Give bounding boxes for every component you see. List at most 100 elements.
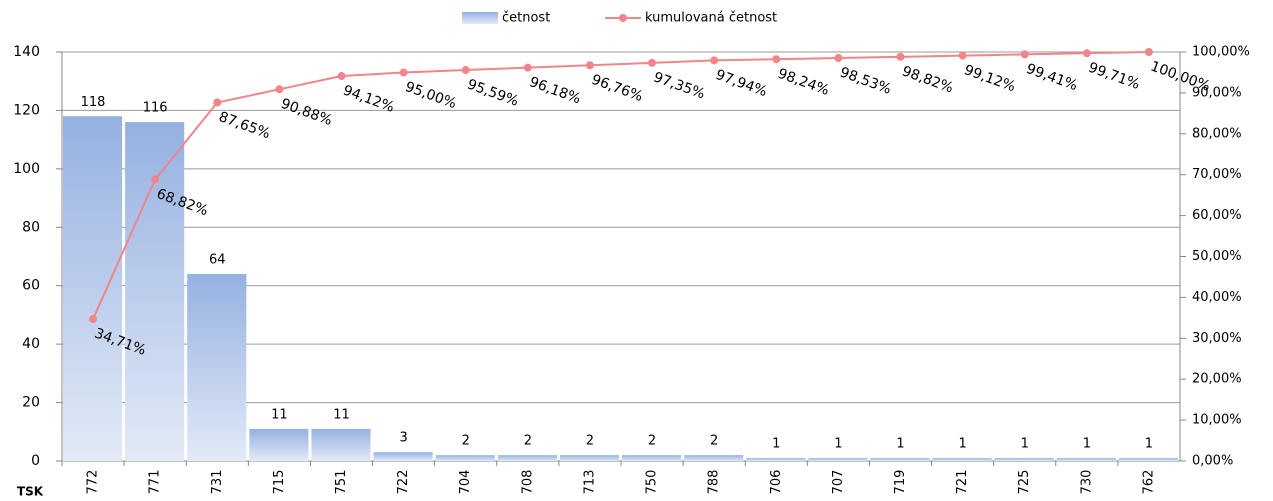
- line-label: 99,41%: [1024, 61, 1080, 94]
- y2-tick-label: 50,00%: [1192, 249, 1242, 264]
- bar: [497, 455, 557, 461]
- bar-label: 11: [333, 407, 350, 422]
- line-point: [523, 63, 532, 72]
- line-label: 99,71%: [1086, 60, 1142, 93]
- bar-label: 2: [524, 434, 532, 449]
- y2-tick-label: 30,00%: [1192, 331, 1242, 346]
- line-point: [958, 51, 967, 60]
- y-tick-label: 120: [13, 102, 40, 118]
- line-point: [1144, 48, 1153, 56]
- x-tick-label: 731: [210, 470, 225, 495]
- bar: [125, 122, 185, 461]
- x-tick-label: 719: [893, 470, 908, 495]
- bar-label: 3: [399, 431, 407, 446]
- bar: [435, 455, 495, 461]
- bar: [249, 428, 309, 461]
- bar: [373, 452, 433, 461]
- bar-label: 1: [772, 437, 780, 452]
- bar: [622, 455, 682, 461]
- y-tick-label: 80: [22, 219, 40, 235]
- line-point: [213, 98, 222, 107]
- x-tick-label: 730: [1079, 470, 1094, 495]
- y2-tick-label: 60,00%: [1192, 208, 1242, 223]
- x-tick-label: 762: [1141, 470, 1156, 495]
- y-tick-label: 0: [31, 453, 40, 469]
- line-point: [461, 66, 470, 75]
- bar-label: 1: [1021, 437, 1029, 452]
- x-tick-label: 722: [396, 470, 411, 495]
- line-point: [275, 85, 284, 94]
- bar-label: 2: [462, 434, 470, 449]
- line-label: 99,12%: [962, 62, 1018, 95]
- x-axis-label: TSK: [17, 485, 44, 499]
- bar: [746, 458, 806, 461]
- bar-label: 1: [896, 437, 904, 452]
- bar: [808, 458, 868, 461]
- x-tick-label: 750: [645, 470, 660, 495]
- line-label: 96,18%: [527, 74, 583, 107]
- x-tick-label: 725: [1017, 470, 1032, 495]
- y-tick-label: 40: [22, 336, 40, 352]
- line-label: 98,24%: [776, 66, 832, 99]
- line-point: [1020, 50, 1029, 59]
- y-tick-label: 20: [22, 395, 40, 411]
- y2-tick-label: 20,00%: [1192, 372, 1242, 387]
- bar-label: 116: [143, 101, 168, 116]
- y2-tick-label: 100,00%: [1192, 45, 1250, 60]
- bar: [1056, 458, 1116, 461]
- y2-tick-label: 80,00%: [1192, 126, 1242, 141]
- bar: [187, 274, 247, 461]
- line-label: 98,53%: [838, 64, 894, 97]
- bar: [1118, 458, 1178, 461]
- x-tick-label: 708: [520, 470, 535, 495]
- line-label: 90,88%: [279, 96, 335, 129]
- line-point: [585, 61, 594, 70]
- line-point: [151, 175, 160, 184]
- line-label: 95,59%: [465, 77, 521, 110]
- x-tick-label: 772: [86, 470, 101, 495]
- legend-swatch: [462, 12, 498, 24]
- y2-tick-label: 10,00%: [1192, 413, 1242, 428]
- x-tick-label: 713: [582, 470, 597, 495]
- x-tick-label: 721: [955, 470, 970, 495]
- x-tick-label: 707: [831, 470, 846, 495]
- bar-label: 1: [834, 437, 842, 452]
- bar-label: 2: [648, 434, 656, 449]
- x-tick-label: 704: [458, 470, 473, 495]
- line-point: [1082, 49, 1091, 58]
- bar: [932, 458, 992, 461]
- bar-label: 1: [1083, 437, 1091, 452]
- line-label: 87,65%: [217, 109, 273, 142]
- legend-marker: [619, 14, 627, 22]
- y-tick-label: 140: [13, 44, 40, 60]
- line-point: [89, 315, 98, 324]
- x-tick-label: 715: [272, 470, 287, 495]
- y2-tick-label: 0,00%: [1192, 454, 1233, 469]
- bar-label: 11: [271, 407, 288, 422]
- line-label: 96,76%: [589, 72, 645, 105]
- bar-label: 2: [710, 434, 718, 449]
- bar: [311, 428, 371, 461]
- y-tick-label: 100: [13, 161, 40, 177]
- x-tick-label: 751: [334, 470, 349, 495]
- x-tick-label: 706: [769, 470, 784, 495]
- bar-label: 1: [958, 437, 966, 452]
- line-point: [772, 55, 781, 64]
- bar: [63, 116, 123, 462]
- bar-label: 118: [81, 95, 106, 110]
- bar: [559, 455, 619, 461]
- line-point: [399, 68, 408, 77]
- x-tick-label: 771: [148, 470, 163, 495]
- line-label: 97,94%: [713, 67, 769, 100]
- line-point: [896, 52, 905, 61]
- y2-tick-label: 70,00%: [1192, 167, 1242, 182]
- bar: [870, 458, 930, 461]
- line-point: [337, 72, 346, 81]
- line-point: [648, 58, 657, 67]
- y2-tick-label: 90,00%: [1192, 85, 1242, 100]
- line: [92, 51, 1149, 320]
- bar: [994, 458, 1054, 461]
- bar-label: 64: [209, 253, 226, 268]
- legend-label: kumulovaná četnost: [645, 11, 777, 26]
